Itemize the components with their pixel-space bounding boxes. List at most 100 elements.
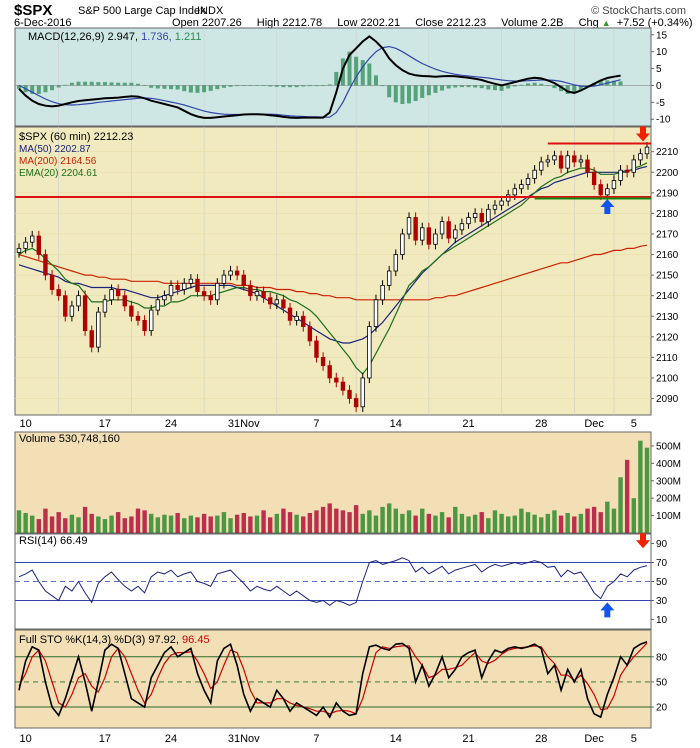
bottom-x-axis-label: 7	[313, 733, 319, 745]
macd-histogram-bar	[135, 83, 140, 86]
macd-histogram-bar	[228, 85, 233, 87]
price-candle	[393, 254, 398, 272]
volume-bar	[49, 516, 55, 533]
volume-bar	[122, 518, 127, 533]
volume-axis-tick-label: 100M	[656, 511, 681, 522]
rsi-line	[18, 557, 648, 606]
price-candle	[23, 241, 28, 249]
volume-bar	[433, 515, 438, 533]
macd-histogram-bar	[506, 85, 511, 89]
volume-bar	[149, 513, 154, 533]
volume-bar	[453, 506, 458, 533]
macd-histogram-bar	[307, 85, 312, 87]
volume-bar	[386, 503, 392, 533]
volume-bar	[340, 510, 346, 533]
volume-bar	[439, 512, 445, 533]
price-legend-item: EMA(20) 2204.61	[19, 168, 98, 179]
price-candle	[539, 161, 544, 171]
sto-legend-part: 96.45	[182, 634, 210, 646]
volume-bar	[162, 514, 167, 533]
macd-histogram-bar	[321, 85, 326, 86]
volume-bar	[605, 501, 610, 533]
macd-histogram-bar	[294, 85, 299, 88]
price-candle	[195, 278, 200, 292]
volume-bar	[76, 517, 81, 533]
volume-bar	[234, 514, 240, 533]
volume-bar	[327, 503, 332, 533]
sto-k-line	[18, 641, 648, 719]
macd-histogram-bar	[314, 85, 319, 87]
volume-bar	[221, 512, 227, 533]
volume-bar	[135, 508, 141, 533]
price-candle	[30, 235, 35, 243]
bottom-x-axis-label: 24	[165, 733, 177, 745]
volume-bar	[578, 513, 584, 533]
volume-bar	[129, 516, 134, 533]
rsi-red-down-arrow-icon	[636, 533, 650, 549]
macd-histogram-bar	[354, 56, 359, 86]
ma50-line	[18, 165, 648, 344]
volume-bar	[499, 513, 504, 533]
price-axis-tick-label: 2160	[656, 250, 679, 261]
volume-bar	[638, 440, 643, 533]
bottom-x-axis-label: 31Nov	[228, 733, 260, 745]
volume-bar	[320, 506, 326, 533]
sto-legend-part: Full STO %K(14,3) %D(3)	[19, 634, 148, 646]
price-x-axis-label: 14	[390, 418, 402, 430]
volume-bar	[168, 515, 174, 533]
macd-histogram-bar	[169, 85, 174, 90]
price-x-axis-label: 10	[19, 418, 31, 430]
macd-histogram-bar	[572, 85, 577, 94]
volume-bar	[380, 506, 385, 533]
price-x-axis-label: 28	[535, 418, 547, 430]
macd-histogram-bar	[433, 85, 438, 93]
volume-bar	[89, 513, 94, 533]
volume-bar	[644, 447, 650, 533]
price-candle	[611, 180, 617, 190]
price-axis-tick-label: 2180	[656, 209, 679, 220]
macd-axis-tick-label: 10	[656, 47, 668, 58]
price-candle	[142, 319, 147, 332]
price-candle	[122, 295, 127, 307]
price-candle	[294, 315, 299, 321]
volume-bar	[618, 477, 623, 533]
volume-bar	[367, 510, 372, 533]
volume-bar	[545, 513, 551, 533]
macd-histogram-bar	[129, 82, 134, 86]
low-label: Low	[337, 17, 358, 29]
rsi-axis-tick-label: 30	[656, 596, 668, 607]
price-candle	[605, 188, 610, 196]
price-candle	[532, 169, 537, 179]
macd-histogram-bar	[459, 85, 464, 88]
price-axis-tick-label: 2100	[656, 373, 679, 384]
price-candle	[578, 159, 584, 163]
volume-bar	[268, 517, 273, 533]
bottom-x-axis-label: 10	[19, 733, 31, 745]
sto-d-line	[18, 642, 648, 715]
macd-histogram-bar	[426, 85, 431, 96]
macd-line	[18, 35, 621, 119]
price-legend-item: $SPX (60 min) 2212.23	[19, 131, 133, 143]
high-value: 2212.78	[282, 17, 323, 29]
volume-bar	[446, 517, 451, 533]
macd-histogram-bar	[552, 85, 557, 89]
sto-axis-tick-label: 50	[656, 677, 668, 688]
price-axis-tick-label: 2210	[656, 147, 679, 158]
macd-histogram-bar	[182, 85, 187, 92]
macd-histogram-bar	[254, 85, 259, 86]
macd-histogram-bar	[519, 84, 524, 86]
price-candle	[267, 297, 273, 305]
price-candle	[367, 326, 372, 379]
macd-histogram-bar	[261, 85, 266, 86]
macd-histogram-bar	[89, 81, 94, 86]
price-candle	[320, 356, 326, 367]
volume-bar	[301, 516, 306, 533]
macd-histogram-bar	[221, 85, 226, 88]
ma200-line	[18, 244, 648, 301]
watermark: © StockCharts.com	[591, 5, 686, 17]
macd-histogram-bar	[479, 85, 484, 89]
macd-histogram-bar	[400, 85, 405, 105]
rsi-axis-tick-label: 90	[656, 539, 668, 550]
price-candle	[215, 282, 220, 301]
up-triangle-icon: ▲	[601, 18, 611, 28]
